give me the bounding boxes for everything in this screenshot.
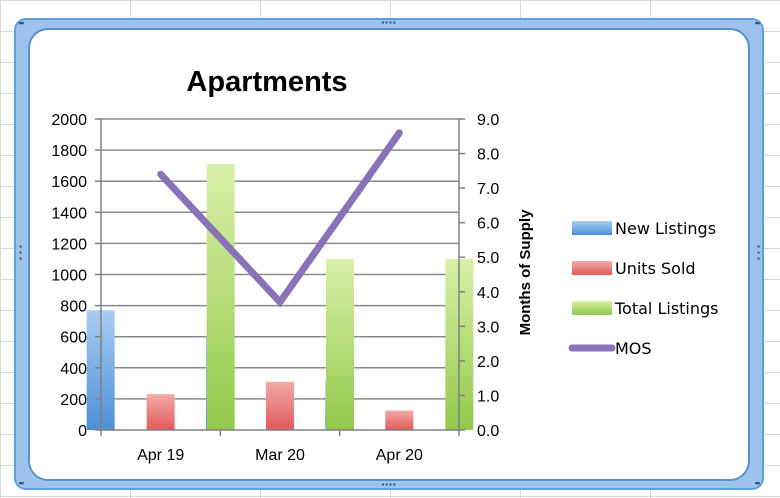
y-right-tick-label: 4.0 (477, 285, 499, 302)
resize-handle-bottom-left[interactable]: ▪▪ (18, 478, 24, 488)
resize-handle-top-right[interactable]: ▪▪ (754, 18, 760, 28)
y-left-tick-label: 400 (60, 361, 87, 378)
x-tick-label: Mar 20 (255, 447, 305, 464)
legend-label[interactable]: Units Sold (615, 259, 696, 278)
y-right-tick-label: 7.0 (477, 181, 499, 198)
y-right-tick-label: 6.0 (477, 216, 499, 233)
bar-total-listings[interactable] (326, 258, 354, 430)
y-left-tick-label: 1800 (51, 143, 87, 160)
bar-units-sold[interactable] (266, 381, 294, 430)
y-left-tick-label: 2000 (51, 112, 87, 129)
resize-handle-bottom[interactable]: ▪▪▪▪ (381, 480, 397, 489)
resize-handle-top[interactable]: ▪▪▪▪ (381, 18, 397, 27)
y-left-tick-label: 1000 (51, 268, 87, 285)
y-right-tick-label: 9.0 (477, 112, 499, 129)
y-left-tick-label: 1600 (51, 174, 87, 191)
y-left-tick-label: 1200 (51, 236, 87, 253)
y-right-tick-label: 5.0 (477, 250, 499, 267)
y-right-tick-label: 3.0 (477, 319, 499, 336)
y-left-tick-label: 1400 (51, 205, 87, 222)
y-right-tick-label: 0.0 (477, 423, 499, 440)
legend-label[interactable]: New Listings (615, 219, 716, 238)
legend-key-units-sold (572, 261, 612, 275)
legend-label[interactable]: MOS (615, 339, 652, 358)
y-right-tick-label: 8.0 (477, 147, 499, 164)
y-left-tick-label: 200 (60, 392, 87, 409)
y-right-tick-label: 2.0 (477, 354, 499, 371)
x-tick-label: Apr 19 (137, 447, 184, 464)
y-right-axis-title[interactable]: Months of Supply (517, 209, 534, 335)
bar-units-sold[interactable] (146, 394, 175, 430)
legend-key-new-listings (572, 221, 612, 235)
x-tick-label: Apr 20 (376, 447, 423, 464)
y-right-tick-label: 1.0 (477, 388, 499, 405)
legend-key-total-listings (572, 301, 612, 315)
legend-label[interactable]: Total Listings (614, 299, 719, 318)
resize-handle-top-left[interactable]: ▪▪ (18, 18, 24, 28)
bar-total-listings[interactable] (206, 164, 235, 430)
resize-handle-right[interactable]: ▪ ▪ ▪ (757, 242, 760, 263)
chart-title[interactable]: Apartments (186, 66, 347, 98)
y-left-tick-label: 600 (60, 330, 87, 347)
bar-units-sold[interactable] (385, 410, 414, 430)
y-left-tick-label: 0 (78, 423, 87, 440)
y-left-tick-label: 800 (60, 299, 87, 316)
series-line-mos[interactable] (157, 129, 403, 308)
resize-handle-left[interactable]: ▪ ▪ ▪ (19, 242, 22, 263)
resize-handle-bottom-right[interactable]: ▪▪ (754, 478, 760, 488)
